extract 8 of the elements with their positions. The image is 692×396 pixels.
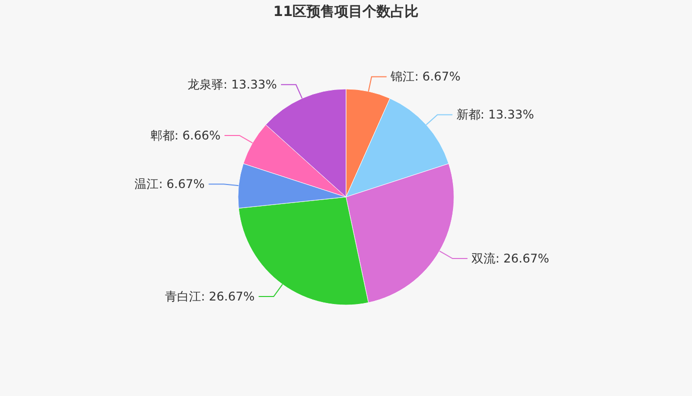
slice-label: 郫都: 6.66% bbox=[150, 128, 221, 142]
chart-title: 11区预售项目个数占比 bbox=[273, 4, 419, 20]
slice-label: 温江: 6.67% bbox=[134, 177, 205, 192]
slice-label: 新都: 13.33% bbox=[456, 108, 534, 122]
slice-label: 锦江: 6.67% bbox=[390, 70, 461, 84]
slice-label: 龙泉驿: 13.33% bbox=[187, 78, 277, 92]
slice-label: 双流: 26.67% bbox=[472, 252, 550, 266]
slice-label: 青白江: 26.67% bbox=[165, 289, 255, 304]
